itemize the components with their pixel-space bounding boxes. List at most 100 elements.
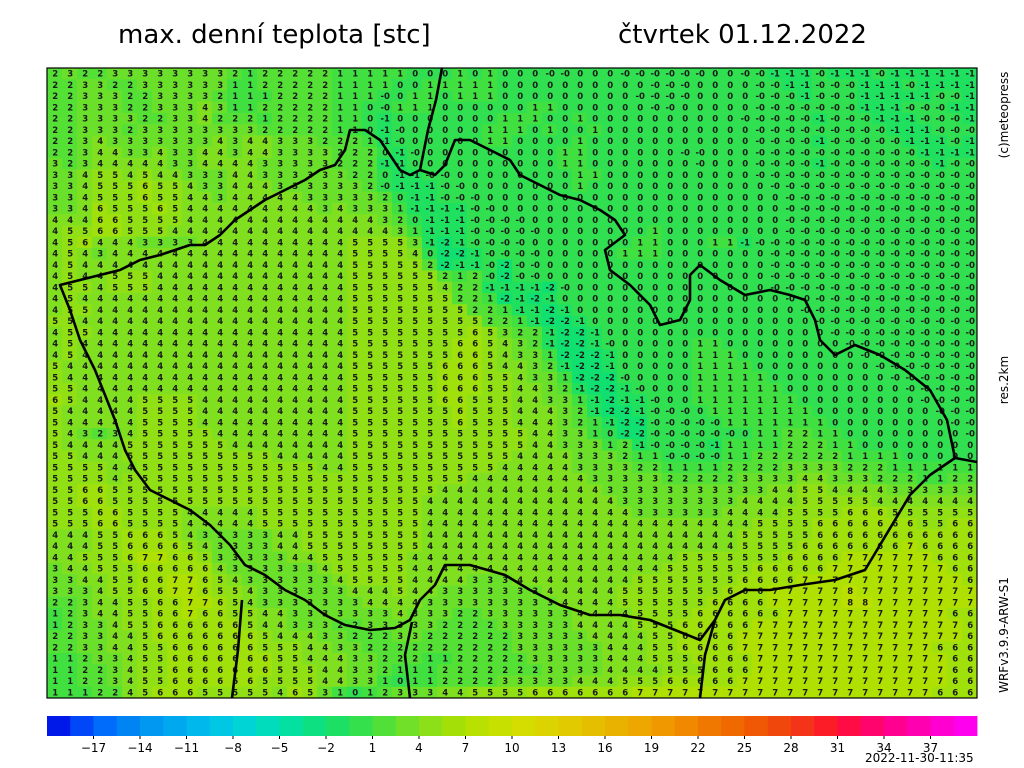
value-label: 4 (277, 340, 283, 350)
value-cell (692, 405, 708, 418)
value-label: -0 (861, 115, 871, 125)
value-label: -0 (831, 306, 841, 316)
value-label: -0 (861, 261, 871, 271)
value-label: 5 (427, 272, 433, 282)
value-cell (197, 495, 213, 508)
value-cell (587, 180, 603, 193)
value-label: 0 (727, 216, 733, 226)
value-label: 3 (202, 81, 208, 91)
value-label: 5 (397, 238, 403, 248)
value-label: -0 (846, 227, 856, 237)
value-label: 2 (292, 115, 298, 125)
value-cell (212, 101, 228, 114)
value-cell (107, 68, 123, 80)
value-cell (767, 394, 783, 406)
value-label: 3 (202, 171, 208, 181)
value-cell (572, 315, 588, 328)
value-cell (857, 203, 873, 215)
value-label: 4 (232, 205, 238, 215)
value-cell (707, 416, 723, 429)
value-cell (287, 124, 303, 136)
value-label: -1 (816, 115, 826, 125)
value-label: 4 (217, 295, 223, 305)
value-cell (692, 304, 708, 316)
value-label: 5 (82, 306, 88, 316)
value-cell (572, 281, 588, 294)
value-label: 5 (52, 317, 58, 327)
value-cell (692, 338, 708, 350)
value-cell (407, 416, 423, 429)
value-cell (152, 90, 168, 103)
value-label: 5 (382, 306, 388, 316)
value-cell (752, 473, 768, 485)
value-label: 4 (52, 216, 58, 226)
value-cell (962, 281, 978, 294)
value-cell (437, 270, 453, 283)
value-label: -1 (861, 70, 871, 80)
value-label: 4 (277, 328, 283, 338)
value-cell (662, 124, 678, 136)
value-cell (512, 248, 528, 260)
value-label: -1 (876, 81, 886, 91)
value-cell (407, 338, 423, 350)
value-label: 5 (442, 340, 448, 350)
value-cell (917, 506, 933, 519)
value-cell (362, 518, 378, 530)
value-cell (77, 484, 93, 496)
value-cell (497, 394, 513, 406)
value-cell (857, 90, 873, 103)
value-cell (602, 236, 618, 249)
value-cell (287, 315, 303, 328)
value-cell (407, 281, 423, 294)
value-cell (437, 473, 453, 485)
value-label: 5 (397, 306, 403, 316)
value-label: 1 (637, 238, 643, 248)
value-cell (182, 394, 198, 406)
value-cell (647, 506, 663, 519)
value-cell (707, 506, 723, 519)
value-cell (122, 360, 138, 373)
value-cell (152, 270, 168, 283)
value-label: 0 (607, 115, 613, 125)
value-cell (962, 293, 978, 305)
value-cell (887, 68, 903, 80)
value-label: 0 (727, 92, 733, 102)
value-label: 1 (652, 238, 658, 248)
value-cell (512, 90, 528, 103)
value-cell (812, 495, 828, 508)
value-label: 0 (547, 250, 553, 260)
value-cell (317, 248, 333, 260)
value-cell (77, 203, 93, 215)
value-label: 0 (502, 70, 508, 80)
value-label: -1 (921, 137, 931, 147)
value-label: -0 (861, 171, 871, 181)
value-label: -0 (876, 137, 886, 147)
value-cell (212, 484, 228, 496)
value-cell (152, 428, 168, 440)
value-cell (122, 214, 138, 226)
value-cell (272, 191, 288, 204)
value-cell (47, 293, 63, 305)
value-cell (617, 146, 633, 159)
value-cell (122, 428, 138, 440)
value-cell (707, 101, 723, 114)
value-cell (407, 293, 423, 305)
value-cell (947, 416, 963, 429)
value-label: 0 (592, 295, 598, 305)
value-cell (122, 416, 138, 429)
value-cell (137, 495, 153, 508)
value-label: 0 (622, 148, 628, 158)
value-label: 3 (127, 148, 133, 158)
value-cell (212, 214, 228, 226)
value-label: 4 (112, 238, 118, 248)
value-cell (542, 518, 558, 530)
value-cell (542, 405, 558, 418)
value-cell (677, 473, 693, 485)
value-cell (212, 326, 228, 339)
value-cell (242, 68, 258, 80)
value-label: -2 (561, 340, 571, 350)
value-cell (737, 405, 753, 418)
value-label: -0 (846, 250, 856, 260)
value-cell (242, 270, 258, 283)
value-label: 3 (172, 81, 178, 91)
